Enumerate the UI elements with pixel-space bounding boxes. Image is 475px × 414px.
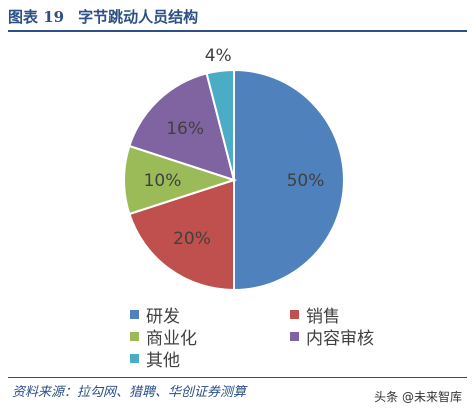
figure-title: 字节跳动人员结构 [78,7,199,26]
figure-number: 图表 19 [8,7,65,26]
pie-slice [128,72,236,182]
figure-header: 图表 19 字节跳动人员结构 [8,4,198,28]
slice-data-label: 20% [173,229,211,249]
source-note: 资料来源：拉勾网、猎聘、华创证券测算 [12,385,247,400]
legend-label: 商业化 [146,329,197,349]
legend-swatch [130,354,139,363]
legend-swatch [130,310,139,319]
legend-label: 其他 [146,351,180,371]
legend-swatch [290,332,299,341]
pie-chart: 50% 20% 10% 16% 4% [122,46,345,292]
legend-swatch [130,332,139,341]
slice-data-label: 10% [144,171,182,191]
legend-item: 内容审核 [290,324,374,349]
pie-slice [128,178,235,292]
slice-data-label: 16% [166,119,204,139]
legend-label: 销售 [306,307,340,327]
legend-item: 其他 [130,346,180,371]
slice-data-label: 50% [287,171,325,191]
pie-slice [205,68,235,181]
legend-swatch [290,310,299,319]
watermark: 头条 @未来智库 [371,387,465,406]
legend-label: 内容审核 [306,329,374,349]
legend-item: 销售 [290,302,340,327]
footer-divider [8,377,467,378]
legend-item: 商业化 [130,324,197,349]
legend-label: 研发 [146,307,180,327]
legend-item: 研发 [130,302,180,327]
slice-data-label: 4% [205,46,232,66]
header-divider [8,30,467,32]
watermark-text: 头条 @未来智库 [374,390,462,404]
pie-slice [233,68,345,292]
